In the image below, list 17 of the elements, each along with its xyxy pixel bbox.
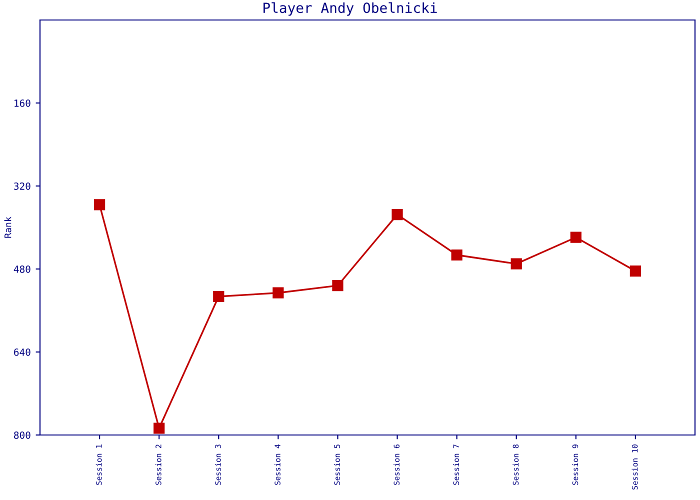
point xyxy=(332,280,344,292)
y-tick-label: 640 xyxy=(14,348,30,356)
y-tick-label: 800 xyxy=(14,432,30,439)
y-axis-title: Rank xyxy=(4,216,12,238)
y-tick-label: 480 xyxy=(14,266,30,273)
point xyxy=(570,232,582,243)
point xyxy=(630,266,642,277)
point xyxy=(94,199,106,210)
point xyxy=(451,249,462,261)
point xyxy=(154,422,165,434)
chart-title: Player Andy Obelnicki xyxy=(264,2,437,16)
point xyxy=(272,287,284,298)
point xyxy=(213,290,224,302)
point xyxy=(392,208,403,220)
y-tick-label: 160 xyxy=(14,100,30,107)
point xyxy=(510,258,522,270)
y-tick-label: 320 xyxy=(14,182,30,190)
